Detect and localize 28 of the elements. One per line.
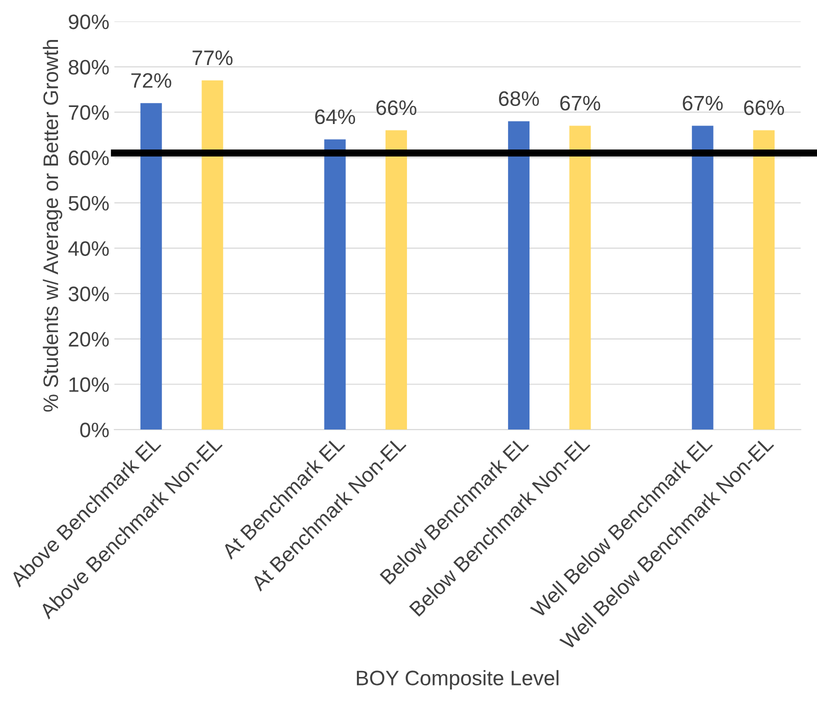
data-label: 66% xyxy=(744,100,784,116)
y-tick-label: 0% xyxy=(80,422,109,438)
bar xyxy=(324,139,346,430)
y-tick-label: 10% xyxy=(69,377,109,392)
bar xyxy=(692,126,714,430)
bar xyxy=(386,130,407,430)
bar xyxy=(508,121,530,430)
y-tick-label: 70% xyxy=(68,105,109,120)
x-axis-title: BOY Composite Level xyxy=(356,670,558,690)
y-tick-label: 50% xyxy=(68,196,109,211)
bar xyxy=(140,103,162,430)
bar xyxy=(202,80,224,430)
y-axis-title: % Students w/ Average or Better Growth xyxy=(42,40,62,412)
bar xyxy=(569,126,591,430)
y-tick-label: 20% xyxy=(68,332,109,347)
bar xyxy=(753,130,775,430)
data-label: 64% xyxy=(315,109,356,124)
y-tick-label: 80% xyxy=(68,60,109,75)
data-label: 66% xyxy=(376,100,416,116)
data-label: 68% xyxy=(499,91,539,106)
data-label: 67% xyxy=(560,96,600,111)
data-label: 72% xyxy=(131,73,172,88)
y-tick-label: 90% xyxy=(68,14,109,30)
data-label: 67% xyxy=(682,96,723,111)
y-tick-label: 60% xyxy=(68,150,109,166)
y-tick-label: 30% xyxy=(68,286,109,302)
y-tick-label: 40% xyxy=(68,241,109,256)
data-label: 77% xyxy=(192,50,233,66)
